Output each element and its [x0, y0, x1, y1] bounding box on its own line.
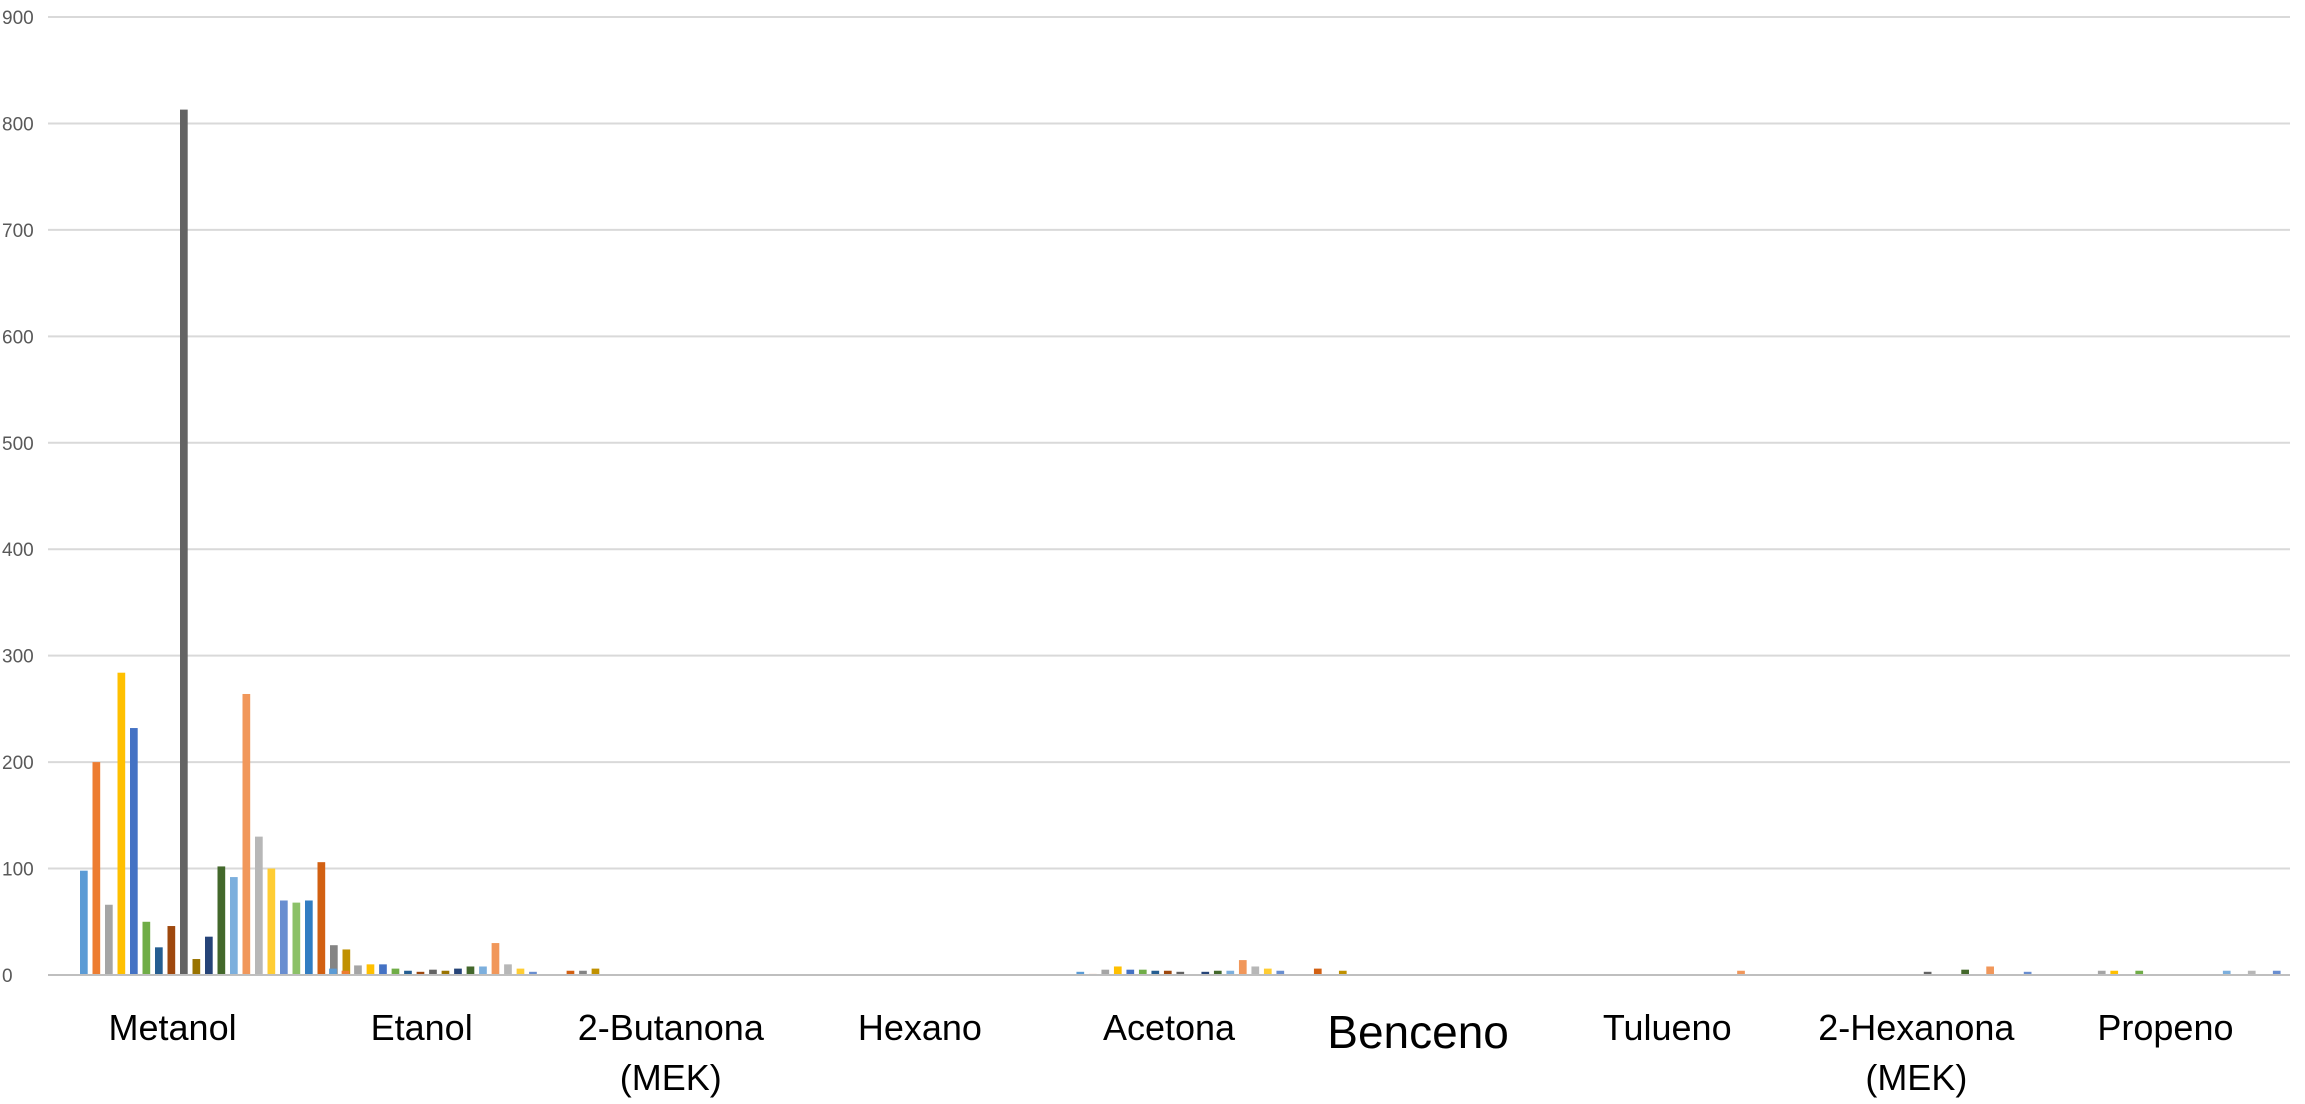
- bar: [1126, 969, 1135, 975]
- bar: [305, 900, 313, 975]
- bar: [1986, 966, 1994, 975]
- bar: [566, 970, 575, 975]
- bar: [1737, 970, 1745, 975]
- bar: [1263, 968, 1272, 975]
- x-category-label: Acetona: [1103, 1007, 1236, 1048]
- bar: [1251, 966, 1260, 975]
- x-category-label: 2-Butanona: [578, 1007, 765, 1048]
- bar: [1213, 970, 1222, 975]
- bar: [379, 964, 387, 975]
- bar: [317, 862, 326, 975]
- bar: [192, 959, 201, 975]
- bar: [391, 968, 400, 975]
- y-tick-label: 900: [2, 8, 34, 29]
- bar: [341, 970, 350, 975]
- bar: [1201, 971, 1210, 975]
- bars: [80, 109, 2281, 975]
- bar: [416, 971, 425, 975]
- bar: [1338, 970, 1347, 975]
- bar: [1076, 971, 1085, 975]
- bar: [255, 836, 263, 975]
- bar: [366, 964, 375, 975]
- bar: [117, 672, 126, 975]
- bar: [504, 964, 512, 975]
- bar: [529, 971, 537, 975]
- bar: [92, 762, 101, 975]
- bar: [217, 866, 226, 975]
- gridlines: [48, 16, 2290, 870]
- bar: [2135, 970, 2144, 975]
- bar: [2222, 970, 2231, 975]
- y-tick-label: 800: [2, 114, 34, 135]
- x-category-label: Metanol: [109, 1007, 237, 1048]
- bar: [230, 877, 238, 975]
- bar: [242, 693, 251, 975]
- bar: [330, 945, 338, 975]
- bar: [1313, 968, 1322, 975]
- bar: [466, 966, 475, 975]
- bar: [354, 965, 362, 975]
- y-tick-label: 0: [2, 966, 13, 987]
- bar: [1238, 960, 1247, 975]
- bar: [2097, 970, 2106, 975]
- bar: [1101, 969, 1110, 975]
- bar: [280, 900, 288, 975]
- bar: [1226, 970, 1235, 975]
- y-tick-label: 700: [2, 221, 34, 242]
- bar: [342, 949, 351, 975]
- bar: [292, 902, 301, 975]
- x-category-label: 2-Hexanona: [1818, 1007, 2015, 1048]
- bar: [105, 904, 113, 975]
- bar: [1961, 969, 1969, 975]
- bar: [180, 109, 188, 975]
- bar: [205, 936, 213, 975]
- y-axis-tick-labels: 0 100 200 300 400 500 600 700 800 900: [2, 8, 34, 987]
- bar: [267, 868, 276, 975]
- bar: [404, 970, 412, 975]
- bar: [591, 968, 600, 975]
- y-tick-label: 300: [2, 647, 34, 668]
- x-category-label: Hexano: [858, 1007, 982, 1048]
- x-category-label: Etanol: [371, 1007, 473, 1048]
- bar: [2247, 970, 2256, 975]
- bar: [1276, 970, 1285, 975]
- bar: [516, 968, 525, 975]
- y-tick-label: 400: [2, 540, 34, 561]
- bar: [1151, 970, 1160, 975]
- y-tick-label: 100: [2, 860, 34, 881]
- bar: [491, 943, 500, 975]
- bar: [441, 970, 450, 975]
- bar: [579, 970, 587, 975]
- bar: [142, 921, 151, 975]
- bar: [1138, 969, 1147, 975]
- bar: [454, 968, 462, 975]
- bar: [1923, 971, 1932, 975]
- x-category-label: (MEK): [1865, 1057, 1967, 1098]
- bar: [155, 947, 163, 975]
- y-tick-label: 500: [2, 434, 34, 455]
- bar: [329, 968, 337, 975]
- bar: [2023, 971, 2032, 975]
- bar: [2272, 970, 2281, 975]
- bar: [80, 870, 88, 975]
- x-category-label: (MEK): [620, 1057, 722, 1098]
- bar: [167, 926, 176, 975]
- bar: [2110, 970, 2119, 975]
- bar: [479, 966, 487, 975]
- bar: [1113, 966, 1122, 975]
- x-category-label: Benceno: [1327, 1006, 1509, 1058]
- bar: [429, 969, 437, 975]
- y-tick-label: 600: [2, 327, 34, 348]
- bar: [130, 728, 138, 975]
- bar: [1163, 970, 1172, 975]
- x-category-label: Tulueno: [1603, 1007, 1732, 1048]
- bar: [1176, 971, 1185, 975]
- y-tick-label: 200: [2, 753, 34, 774]
- x-category-label: Propeno: [2097, 1007, 2233, 1048]
- x-axis-category-labels: Metanol Etanol 2-Butanona (MEK) Hexano Aceton…: [109, 1006, 2234, 1098]
